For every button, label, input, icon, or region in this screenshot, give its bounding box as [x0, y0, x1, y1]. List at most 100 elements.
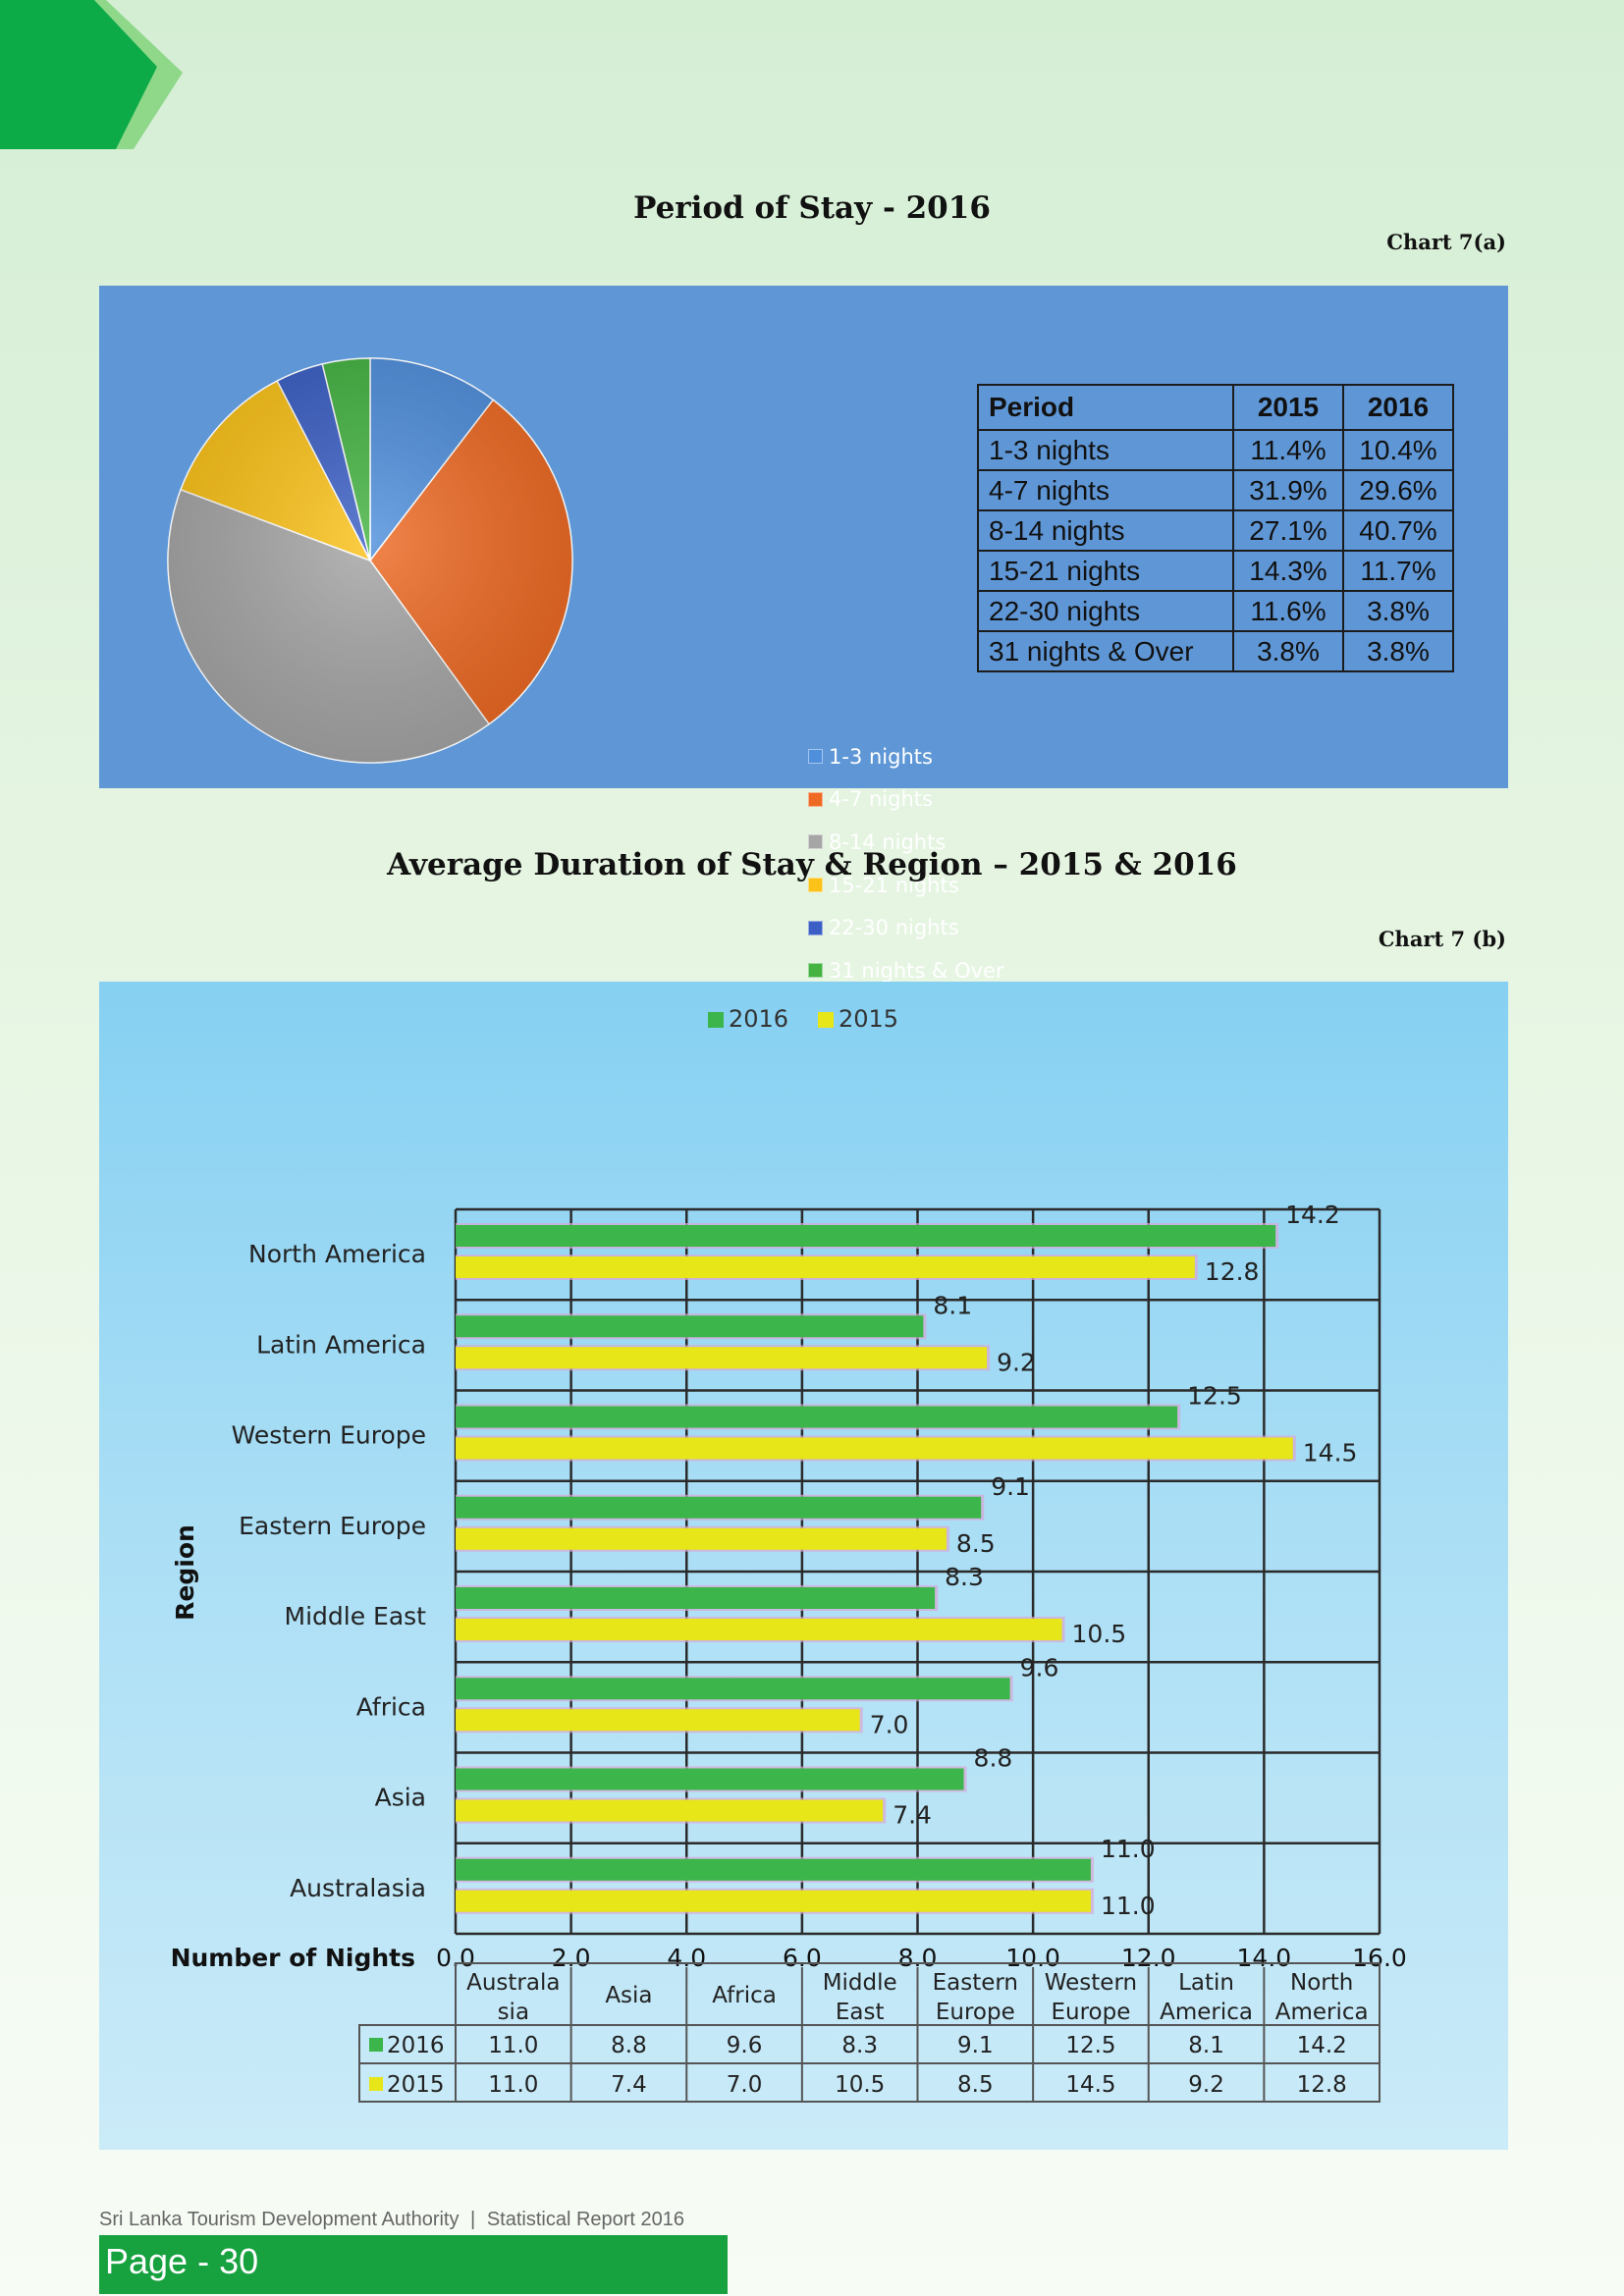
data-table-cell: 7.0	[727, 2072, 763, 2098]
category-label: Africa	[356, 1692, 426, 1721]
legend-label: 15-21 nights	[829, 873, 959, 897]
data-table-swatch	[369, 2077, 383, 2091]
legend-label: 4-7 nights	[829, 787, 933, 812]
legend-item: 31 nights & Over	[808, 949, 1004, 992]
legend-item: 1-3 nights	[808, 735, 1004, 778]
data-table-header: Europe	[936, 2000, 1015, 2025]
data-table-cell: 8.5	[957, 2072, 994, 2098]
legend-label: 1-3 nights	[829, 744, 933, 769]
table-row: 4-7 nights 31.9% 29.6%	[977, 469, 1454, 511]
table-row: 31 nights & Over 3.8% 3.8%	[977, 630, 1454, 672]
data-table-cell: 11.0	[488, 2033, 538, 2058]
category-label: Asia	[375, 1784, 426, 1812]
data-table-swatch	[369, 2038, 383, 2052]
data-label: 12.5	[1187, 1382, 1242, 1411]
bar	[456, 1347, 988, 1369]
footer-org: Sri Lanka Tourism Development Authority	[99, 2209, 460, 2230]
data-label: 9.2	[997, 1348, 1036, 1376]
category-label: Middle East	[285, 1602, 427, 1630]
legend-swatch	[808, 920, 823, 935]
data-table-header: Eastern	[933, 1970, 1018, 1996]
data-table-cell: 9.2	[1188, 2072, 1224, 2098]
table-cell: 31 nights & Over	[977, 630, 1234, 672]
data-table-cell: 8.1	[1188, 2033, 1224, 2058]
data-table-cell: 14.2	[1297, 2033, 1347, 2058]
table-cell: 11.4%	[1232, 429, 1344, 471]
legend-label: 2016	[729, 1005, 788, 1033]
bar	[456, 1315, 924, 1338]
data-label: 14.2	[1285, 1201, 1340, 1229]
pie-shading	[168, 358, 572, 763]
bar	[456, 1709, 860, 1732]
legend-swatch	[818, 1012, 834, 1028]
data-label: 11.0	[1101, 1892, 1156, 1920]
table-cell: 15-21 nights	[977, 550, 1234, 592]
data-table-header: sia	[498, 2000, 529, 2025]
table-cell: 40.7%	[1342, 509, 1454, 552]
data-label: 8.8	[974, 1744, 1013, 1773]
data-label: 10.5	[1072, 1620, 1127, 1648]
chart-b-panel: 2016 2015 North America 14.2 12.8 Latin Ameri…	[99, 982, 1508, 2150]
data-table-header: Australa	[466, 1970, 560, 1996]
data-label: 9.1	[991, 1472, 1030, 1501]
period-table-header: Period	[977, 384, 1234, 431]
period-table: Period 2015 2016 1-3 nights 11.4% 10.4% …	[977, 384, 1454, 672]
category-label: North America	[248, 1240, 426, 1268]
table-cell: 3.8%	[1342, 590, 1454, 632]
period-table-header: 2015	[1232, 384, 1344, 431]
data-label: 8.5	[956, 1529, 996, 1558]
table-cell: 3.8%	[1232, 630, 1344, 672]
data-label: 8.1	[933, 1291, 972, 1319]
pie-legend: 1-3 nights 4-7 nights 8-14 nights 15-21 nig…	[808, 735, 1004, 992]
chart-a-label: Chart 7(a)	[1386, 230, 1506, 254]
legend-swatch	[808, 791, 823, 807]
data-label: 7.4	[893, 1801, 932, 1830]
data-table-cell: 12.5	[1065, 2033, 1115, 2058]
bar	[456, 1225, 1276, 1247]
table-row: 8-14 nights 27.1% 40.7%	[977, 509, 1454, 552]
data-table-header: America	[1160, 2000, 1253, 2025]
table-cell: 11.7%	[1342, 550, 1454, 592]
legend-swatch	[708, 1012, 724, 1028]
table-cell: 27.1%	[1232, 509, 1344, 552]
data-table-row-label: 2016	[387, 2033, 445, 2058]
bar	[456, 1496, 982, 1519]
legend-item: 4-7 nights	[808, 778, 1004, 822]
table-cell: 4-7 nights	[977, 469, 1234, 511]
data-table-cell: 8.3	[841, 2033, 878, 2058]
data-table-header: America	[1275, 2000, 1369, 2025]
bar	[456, 1890, 1091, 1912]
table-row: 22-30 nights 11.6% 3.8%	[977, 590, 1454, 632]
chart-b-label: Chart 7 (b)	[1378, 927, 1506, 951]
bar	[456, 1406, 1178, 1428]
page-number: Page - 30	[105, 2241, 259, 2281]
x-axis-label: Number of Nights	[171, 1944, 415, 1972]
data-label: 14.5	[1303, 1439, 1358, 1468]
chart-a-title: Period of Stay - 2016	[633, 190, 991, 226]
data-table-cell: 9.1	[957, 2033, 994, 2058]
data-table-header: North	[1290, 1970, 1353, 1996]
data-label: 9.6	[1020, 1653, 1059, 1682]
data-label: 8.3	[945, 1563, 984, 1591]
bar-chart: 2016 2015 North America 14.2 12.8 Latin Ameri…	[171, 1005, 1407, 2103]
data-table-cell: 12.8	[1297, 2072, 1347, 2098]
data-table-cell: 10.5	[835, 2072, 885, 2098]
legend-swatch	[808, 878, 823, 893]
bar	[456, 1256, 1195, 1278]
bar	[456, 1768, 964, 1790]
footer-separator: |	[470, 2209, 476, 2230]
data-table-header: Middle	[823, 1970, 897, 1996]
legend-swatch	[808, 963, 823, 979]
legend-item: 22-30 nights	[808, 906, 1004, 949]
footer-text: Sri Lanka Tourism Development Authority …	[99, 2209, 684, 2231]
table-cell: 22-30 nights	[977, 590, 1234, 632]
data-table-header: Latin	[1178, 1970, 1234, 1996]
table-cell: 11.6%	[1232, 590, 1344, 632]
table-cell: 10.4%	[1342, 429, 1454, 471]
legend-label: 2015	[839, 1005, 898, 1033]
category-label: Eastern Europe	[239, 1512, 426, 1540]
data-label: 11.0	[1101, 1835, 1156, 1863]
legend-label: 22-30 nights	[829, 916, 959, 940]
corner-arrow-decoration	[0, 0, 183, 149]
bar	[456, 1678, 1010, 1700]
